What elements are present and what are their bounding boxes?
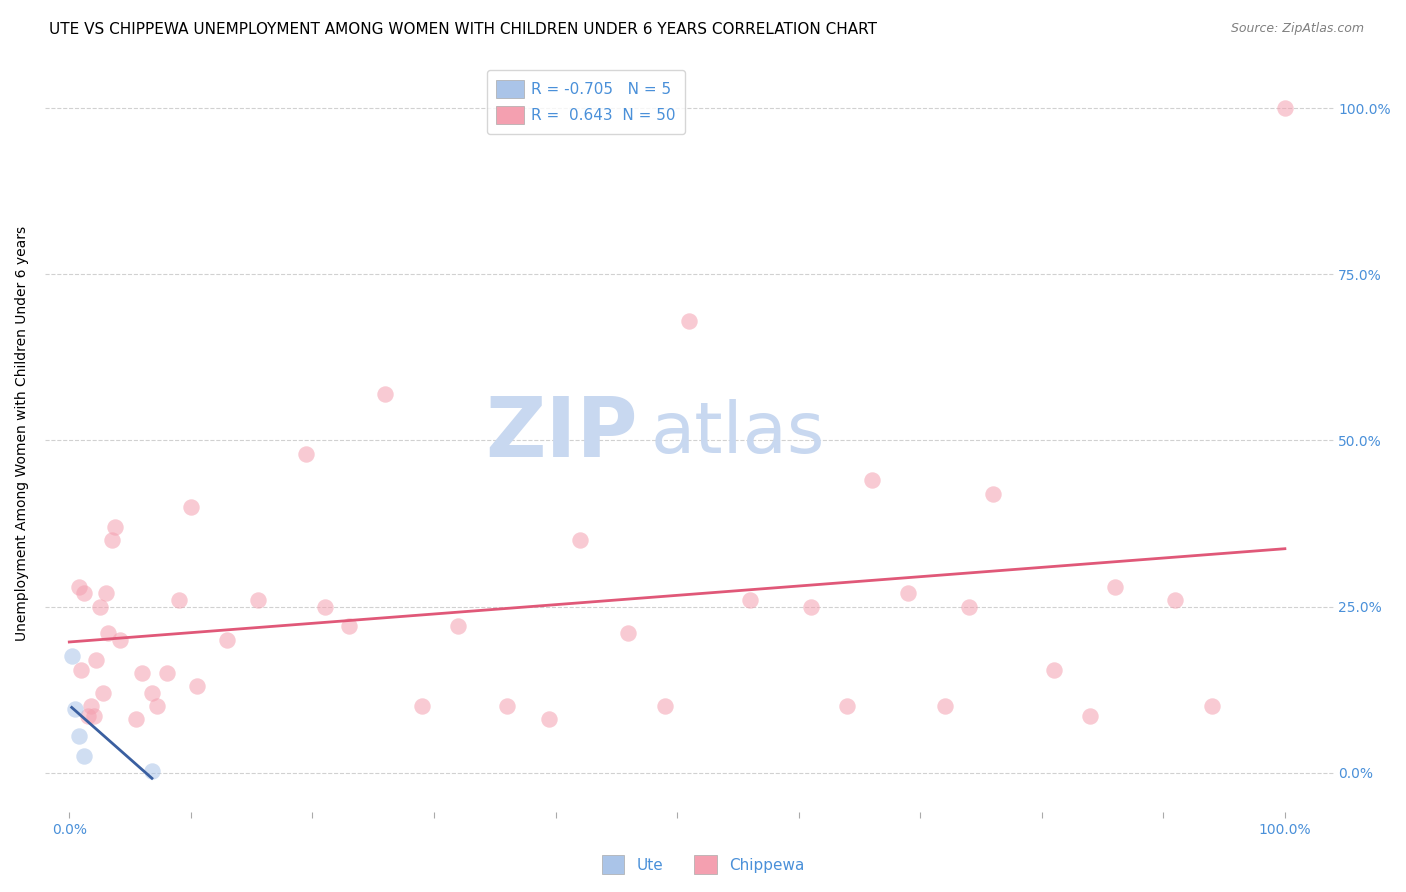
Y-axis label: Unemployment Among Women with Children Under 6 years: Unemployment Among Women with Children U… bbox=[15, 227, 30, 641]
Point bbox=[1080, 709, 1102, 723]
Point bbox=[155, 665, 177, 680]
Point bbox=[83, 709, 105, 723]
Point bbox=[217, 632, 239, 647]
Point bbox=[678, 314, 700, 328]
Point bbox=[568, 533, 591, 547]
Point bbox=[60, 649, 83, 664]
Point bbox=[295, 447, 318, 461]
Text: atlas: atlas bbox=[651, 400, 825, 468]
Point bbox=[65, 702, 87, 716]
Point bbox=[837, 699, 859, 714]
Point bbox=[897, 586, 920, 600]
Point bbox=[141, 764, 163, 778]
Point bbox=[496, 699, 519, 714]
Point bbox=[131, 665, 153, 680]
Point bbox=[89, 599, 111, 614]
Point bbox=[981, 486, 1004, 500]
Text: UTE VS CHIPPEWA UNEMPLOYMENT AMONG WOMEN WITH CHILDREN UNDER 6 YEARS CORRELATION: UTE VS CHIPPEWA UNEMPLOYMENT AMONG WOMEN… bbox=[49, 22, 877, 37]
Point bbox=[76, 709, 98, 723]
Text: ZIP: ZIP bbox=[485, 393, 638, 475]
Point bbox=[860, 473, 883, 487]
Point bbox=[1201, 699, 1223, 714]
Point bbox=[337, 619, 360, 633]
Point bbox=[654, 699, 676, 714]
Point bbox=[246, 592, 269, 607]
Point bbox=[73, 586, 96, 600]
Point bbox=[104, 520, 127, 534]
Point bbox=[538, 713, 561, 727]
Point bbox=[67, 729, 90, 743]
Point bbox=[957, 599, 980, 614]
Point bbox=[125, 713, 148, 727]
Point bbox=[1274, 101, 1296, 115]
Point bbox=[94, 586, 117, 600]
Point bbox=[934, 699, 956, 714]
Point bbox=[73, 749, 96, 764]
Point bbox=[374, 387, 396, 401]
Point bbox=[84, 653, 107, 667]
Point bbox=[314, 599, 336, 614]
Point bbox=[738, 592, 761, 607]
Point bbox=[617, 626, 640, 640]
Point bbox=[80, 699, 103, 714]
Point bbox=[97, 626, 120, 640]
Point bbox=[67, 580, 90, 594]
Point bbox=[180, 500, 202, 514]
Point bbox=[91, 686, 114, 700]
Legend: R = -0.705   N = 5, R =  0.643  N = 50: R = -0.705 N = 5, R = 0.643 N = 50 bbox=[486, 70, 685, 134]
Point bbox=[447, 619, 470, 633]
Point bbox=[1043, 663, 1066, 677]
Point bbox=[141, 686, 163, 700]
Point bbox=[800, 599, 823, 614]
Point bbox=[110, 632, 132, 647]
Point bbox=[1104, 580, 1126, 594]
Text: Source: ZipAtlas.com: Source: ZipAtlas.com bbox=[1230, 22, 1364, 36]
Point bbox=[101, 533, 124, 547]
Point bbox=[70, 663, 93, 677]
Point bbox=[146, 699, 169, 714]
Legend: Ute, Chippewa: Ute, Chippewa bbox=[595, 849, 811, 880]
Point bbox=[167, 592, 190, 607]
Point bbox=[1164, 592, 1187, 607]
Point bbox=[186, 679, 208, 693]
Point bbox=[411, 699, 433, 714]
